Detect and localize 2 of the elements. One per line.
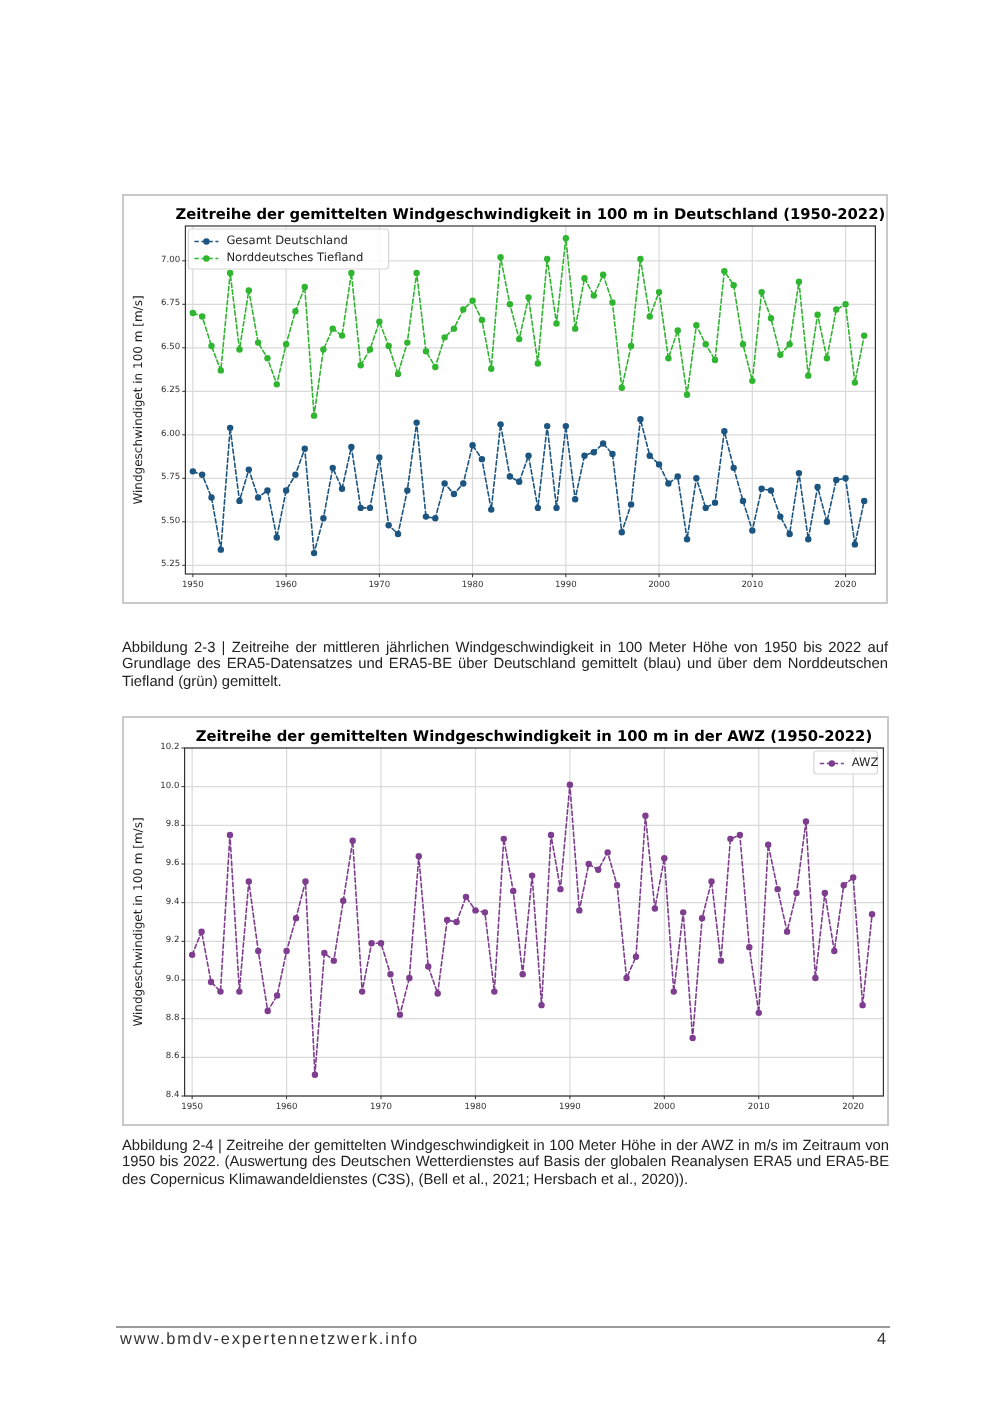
text: www.bmdv-expertennetzwerk.info bbox=[120, 1329, 419, 1347]
text: 4 bbox=[876, 1329, 886, 1347]
